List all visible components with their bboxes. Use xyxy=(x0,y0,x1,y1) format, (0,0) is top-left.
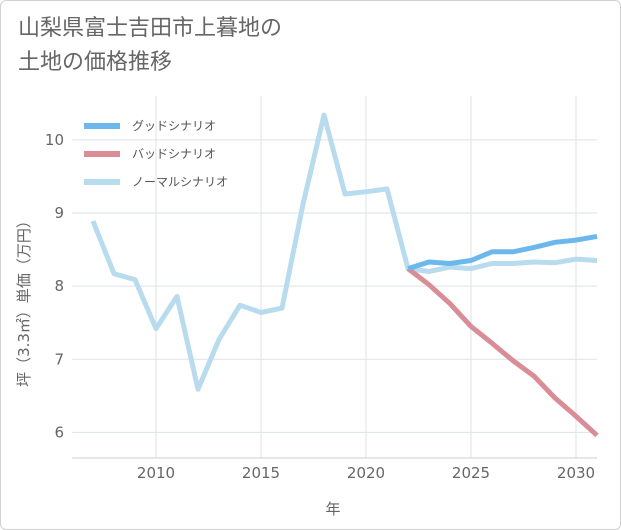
legend-item-normal[interactable]: ノーマルシナリオ xyxy=(84,175,228,189)
chart-title-line-1: 山梨県富士吉田市上暮地の xyxy=(18,16,283,41)
bad-scenario-line xyxy=(406,266,599,438)
legend-label: バッドシナリオ xyxy=(132,147,216,161)
legend-label: グッドシナリオ xyxy=(132,119,216,133)
x-tick-label: 2020 xyxy=(347,464,385,482)
y-axis-ticks: 6 7 8 9 10 xyxy=(45,131,64,442)
chart-title-line-2: 土地の価格推移 xyxy=(18,50,173,75)
y-axis-label: 坪（3.3㎡）単価（万円） xyxy=(15,213,33,387)
x-tick-label: 2030 xyxy=(557,464,595,482)
good-scenario-line xyxy=(407,233,598,271)
x-tick-label: 2025 xyxy=(452,464,490,482)
y-tick-label: 7 xyxy=(54,350,64,368)
y-tick-label: 10 xyxy=(45,131,64,149)
grid-lines xyxy=(72,96,597,459)
y-tick-label: 9 xyxy=(54,204,64,222)
legend-item-good[interactable]: グッドシナリオ xyxy=(84,119,216,133)
y-tick-label: 8 xyxy=(54,277,64,295)
series-lines xyxy=(90,112,599,438)
chart-title: 山梨県富士吉田市上暮地の 土地の価格推移 xyxy=(18,12,282,80)
x-tick-label: 2015 xyxy=(242,464,280,482)
x-axis-label: 年 xyxy=(325,500,340,518)
y-tick-label: 6 xyxy=(54,423,64,441)
legend-item-bad[interactable]: バッドシナリオ xyxy=(84,147,216,161)
x-tick-label: 2010 xyxy=(137,464,175,482)
x-axis-ticks: 2010 2015 2020 2025 2030 xyxy=(137,464,595,482)
normal-scenario-line xyxy=(90,112,598,392)
legend-label: ノーマルシナリオ xyxy=(132,175,228,189)
